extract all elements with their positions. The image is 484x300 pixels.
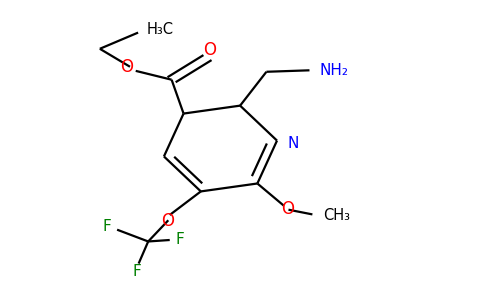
Text: F: F (102, 219, 111, 234)
Text: H₃C: H₃C (146, 22, 173, 37)
Text: O: O (120, 58, 133, 76)
Text: CH₃: CH₃ (323, 208, 350, 224)
Text: F: F (176, 232, 184, 247)
Text: O: O (203, 41, 216, 59)
Text: NH₂: NH₂ (320, 63, 349, 78)
Text: F: F (133, 264, 142, 279)
Text: O: O (161, 212, 174, 230)
Text: O: O (281, 200, 294, 218)
Text: N: N (287, 136, 299, 151)
